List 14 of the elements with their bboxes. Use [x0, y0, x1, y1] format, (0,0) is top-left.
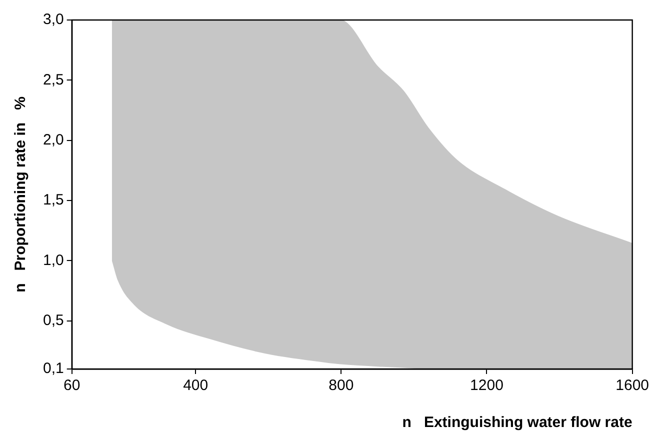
y-tick-label: 0,1 — [42, 360, 64, 378]
x-tick-label: 400 — [183, 377, 208, 394]
x-tick-label: 1600 — [616, 377, 650, 394]
x-axis-title: n Extinguishing water flow rate — [402, 414, 632, 432]
y-tick-label: 0,5 — [42, 312, 64, 330]
y-tick-label: 1,0 — [42, 252, 64, 269]
y-tick-label: 2,0 — [42, 131, 64, 148]
x-tick-label: 1200 — [470, 377, 504, 394]
y-axis-title: n Proportioning rate in % — [12, 96, 30, 292]
x-tick-label: 800 — [328, 377, 354, 394]
y-tick-label: 3,0 — [42, 11, 64, 28]
y-tick-label: 1,5 — [42, 192, 64, 209]
x-tick-label: 60 — [64, 377, 80, 394]
y-tick-label: 2,5 — [42, 71, 64, 88]
